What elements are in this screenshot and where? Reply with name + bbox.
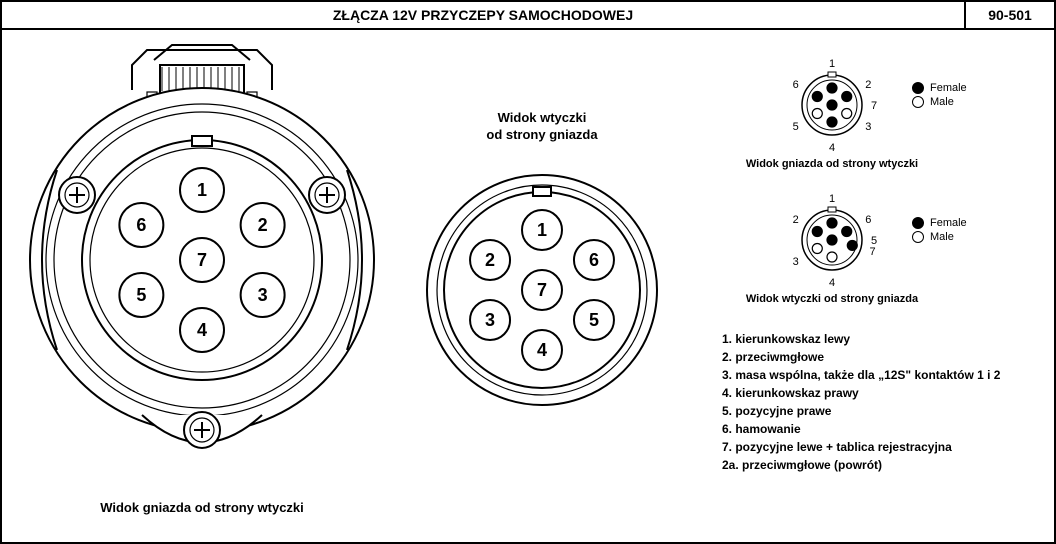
svg-text:6: 6 bbox=[793, 79, 799, 91]
legend-item: 4. kierunkowskaz prawy bbox=[722, 384, 1052, 402]
small-socket-caption: Widok gniazda od strony wtyczki bbox=[732, 158, 932, 170]
svg-text:4: 4 bbox=[829, 142, 835, 154]
legend-item: 7. pozycyjne lewe + tablica rejestracyjn… bbox=[722, 438, 1052, 456]
svg-text:1: 1 bbox=[197, 180, 207, 200]
fm-legend-1: Female Male bbox=[912, 80, 967, 110]
svg-text:3: 3 bbox=[258, 285, 268, 305]
fm-legend-2: Female Male bbox=[912, 215, 967, 245]
svg-text:1: 1 bbox=[829, 58, 835, 70]
svg-text:7: 7 bbox=[197, 250, 207, 270]
svg-text:4: 4 bbox=[197, 320, 207, 340]
svg-text:3: 3 bbox=[793, 256, 799, 268]
svg-text:2: 2 bbox=[865, 79, 871, 91]
legend-item: 1. kierunkowskaz lewy bbox=[722, 330, 1052, 348]
page-title: ZŁĄCZA 12V PRZYCZEPY SAMOCHODOWEJ bbox=[2, 7, 964, 23]
svg-text:6: 6 bbox=[865, 214, 871, 226]
female-legend: Female bbox=[912, 82, 967, 94]
svg-text:5: 5 bbox=[793, 121, 799, 133]
svg-text:5: 5 bbox=[589, 310, 599, 330]
small-plug-caption: Widok wtyczki od strony gniazda bbox=[732, 293, 932, 305]
svg-text:7: 7 bbox=[537, 280, 547, 300]
svg-text:7: 7 bbox=[871, 100, 877, 112]
female-legend-2: Female bbox=[912, 217, 967, 229]
female-dot-icon bbox=[912, 82, 924, 94]
male-dot-icon-2 bbox=[912, 231, 924, 243]
legend-item: 2a. przeciwmgłowe (powrót) bbox=[722, 456, 1052, 474]
female-dot-icon-2 bbox=[912, 217, 924, 229]
svg-text:1: 1 bbox=[829, 193, 835, 205]
svg-text:3: 3 bbox=[865, 121, 871, 133]
legend-item: 2. przeciwmgłowe bbox=[722, 348, 1052, 366]
svg-text:2: 2 bbox=[793, 214, 799, 226]
legend-item: 6. hamowanie bbox=[722, 420, 1052, 438]
svg-text:5: 5 bbox=[136, 285, 146, 305]
socket-caption: Widok gniazda od strony wtyczki bbox=[42, 500, 362, 517]
male-label: Male bbox=[930, 96, 954, 108]
female-label: Female bbox=[930, 82, 967, 94]
header: ZŁĄCZA 12V PRZYCZEPY SAMOCHODOWEJ 90-501 bbox=[2, 2, 1054, 30]
svg-text:7: 7 bbox=[870, 246, 876, 258]
svg-text:6: 6 bbox=[589, 250, 599, 270]
svg-text:2: 2 bbox=[485, 250, 495, 270]
svg-text:6: 6 bbox=[136, 215, 146, 235]
svg-text:4: 4 bbox=[829, 277, 835, 289]
female-label-2: Female bbox=[930, 217, 967, 229]
content-area: 1234567 Widok gniazda od strony wtyczki … bbox=[2, 30, 1054, 542]
plug-caption: Widok wtyczki od strony gniazda bbox=[442, 110, 642, 144]
socket-diagram: 1 2 3 4 5 6 7 bbox=[2, 30, 402, 490]
plug-diagram: 1 6 5 4 3 2 7 bbox=[402, 140, 682, 440]
male-legend-2: Male bbox=[912, 231, 967, 243]
male-legend: Male bbox=[912, 96, 967, 108]
plug-caption-l1: Widok wtyczki bbox=[498, 110, 587, 125]
page-code: 90-501 bbox=[964, 2, 1054, 28]
legend-item: 5. pozycyjne prawe bbox=[722, 402, 1052, 420]
svg-text:5: 5 bbox=[871, 235, 877, 247]
page-frame: ZŁĄCZA 12V PRZYCZEPY SAMOCHODOWEJ 90-501… bbox=[0, 0, 1056, 544]
legend-item: 3. masa wspólna, także dla „12S" kontakt… bbox=[722, 366, 1052, 384]
svg-text:2: 2 bbox=[258, 215, 268, 235]
svg-text:4: 4 bbox=[537, 340, 547, 360]
small-socket-diagram: 1 2 3 4 5 6 7 bbox=[762, 50, 902, 160]
pin-legend: 1. kierunkowskaz lewy 2. przeciwmgłowe 3… bbox=[722, 330, 1052, 474]
male-label-2: Male bbox=[930, 231, 954, 243]
svg-text:1: 1 bbox=[537, 220, 547, 240]
svg-text:3: 3 bbox=[485, 310, 495, 330]
small-plug-diagram: 1 6 7 4 3 2 5 bbox=[762, 185, 902, 295]
male-dot-icon bbox=[912, 96, 924, 108]
